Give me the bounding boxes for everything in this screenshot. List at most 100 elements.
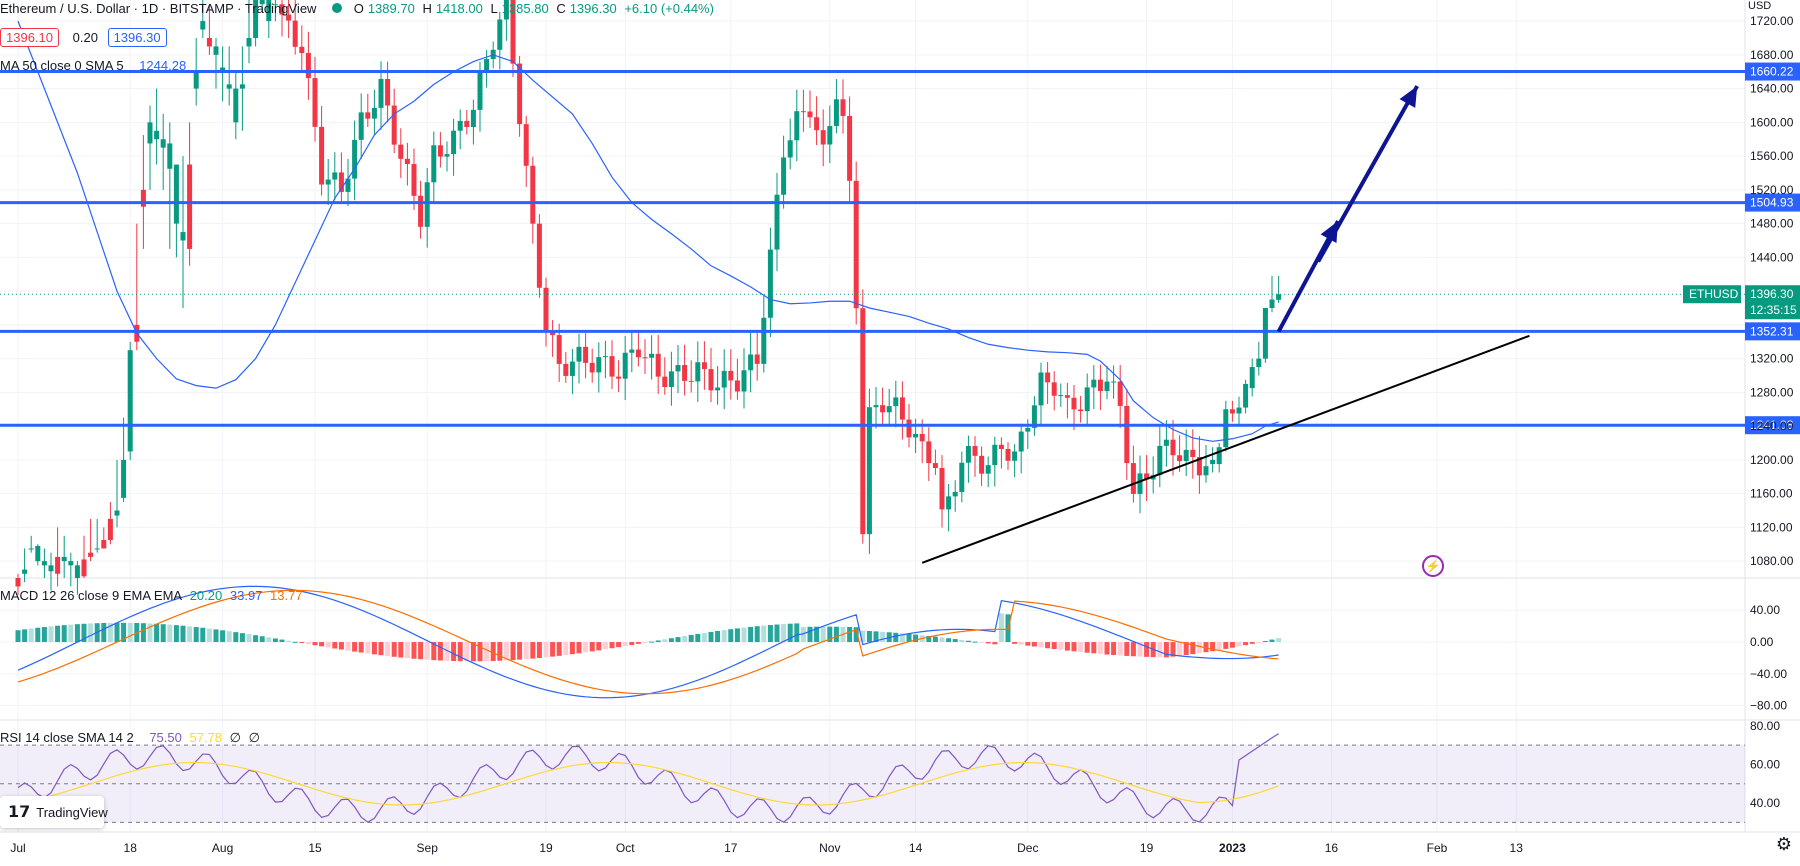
candle-body [1018, 431, 1024, 452]
candle-body [477, 71, 483, 110]
candle-body [233, 88, 239, 123]
candle-body [1223, 409, 1229, 448]
candle-body [629, 349, 635, 353]
candle-body [761, 317, 767, 364]
macd-histogram-bar [873, 631, 879, 643]
macd-histogram-bar [523, 642, 529, 660]
macd-histogram-bar [985, 642, 991, 644]
candle-body [794, 111, 800, 141]
macd-histogram-bar [675, 637, 681, 643]
candle-body [338, 172, 344, 192]
candle-body [1249, 367, 1255, 389]
rsi-label: RSI 14 close SMA 14 2 [0, 730, 134, 745]
ohlc-open: 1389.70 [367, 1, 415, 16]
settings-gear-icon[interactable]: ⚙ [1775, 834, 1792, 854]
ma-legend[interactable]: MA 50 close 0 SMA 5 1244.28 [0, 58, 190, 73]
macd-histogram-bar [299, 642, 305, 644]
macd-histogram-bar [893, 632, 899, 643]
candle-body [200, 21, 206, 30]
time-tick-label: Aug [212, 841, 233, 855]
macd-legend[interactable]: MACD 12 26 close 9 EMA EMA 20.20 33.97 1… [0, 588, 307, 603]
macd-histogram-bar [1203, 642, 1209, 653]
candle-body [1229, 409, 1235, 414]
macd-histogram-bar [180, 625, 186, 643]
price-tick-label: 1080.00 [1750, 554, 1794, 568]
macd-histogram-bar [1249, 642, 1255, 644]
level-price-label: 1352.31 [1750, 324, 1794, 338]
candle-body [497, 19, 503, 50]
candle-body [1084, 387, 1090, 412]
candle-body [569, 361, 575, 376]
macd-histogram-bar [444, 642, 450, 661]
candle-body [101, 540, 107, 549]
rsi-tick-label: 40.00 [1750, 796, 1780, 810]
candle-body [55, 556, 61, 574]
macd-histogram-bar [530, 642, 536, 659]
candle-body [668, 371, 674, 388]
event-bolt-icon[interactable]: ⚡ [1422, 555, 1444, 577]
macd-histogram-bar [503, 642, 509, 661]
candle-body [1045, 372, 1051, 383]
macd-histogram-bar [1223, 642, 1229, 649]
macd-histogram-bar [239, 633, 245, 643]
candle-body [332, 172, 338, 180]
candle-body [833, 99, 839, 126]
rsi-empty-2: ∅ [248, 730, 260, 745]
macd-histogram-bar [325, 642, 331, 648]
macd-histogram-bar [35, 627, 41, 643]
currency-label[interactable]: USD [1748, 0, 1772, 12]
candle-body [365, 112, 371, 119]
macd-histogram-bar [200, 627, 206, 643]
macd-histogram-bar [906, 633, 912, 643]
candle-body [860, 308, 866, 535]
sell-price-button[interactable]: 1396.10 [0, 28, 59, 47]
macd-histogram-bar [767, 625, 773, 643]
macd-histogram-bar [998, 613, 1004, 643]
candle-body [292, 20, 298, 47]
macd-histogram-bar [847, 627, 853, 643]
macd-histogram-bar [1144, 642, 1150, 657]
tradingview-logo[interactable]: 𝟭𝟳 TradingView [0, 796, 108, 828]
candle-body [523, 124, 529, 166]
candle-body [286, 14, 292, 21]
macd-histogram-bar [497, 642, 503, 661]
candle-body [239, 84, 245, 89]
ohlc-change: +6.10 (+0.44%) [624, 1, 714, 16]
macd-histogram-bar [345, 642, 351, 651]
candle-body [510, 0, 516, 64]
candle-body [464, 120, 470, 128]
macd-histogram-bar [1071, 642, 1077, 652]
macd-histogram-bar [173, 625, 179, 643]
candle-body [589, 362, 595, 373]
candle-body [305, 53, 311, 79]
candle-body [299, 46, 305, 54]
candle-body [1137, 473, 1143, 494]
macd-histogram-bar [543, 642, 549, 658]
macd-histogram-bar [140, 623, 146, 643]
candle-body [180, 232, 186, 241]
macd-histogram-bar [734, 628, 740, 643]
candle-body [853, 180, 859, 309]
candle-body [556, 335, 562, 364]
candle-body [470, 109, 476, 128]
candle-body [662, 376, 668, 388]
rsi-legend[interactable]: RSI 14 close SMA 14 2 75.50 57.78 ∅ ∅ [0, 730, 264, 746]
buy-price-button[interactable]: 1396.30 [107, 28, 167, 47]
level-price-label: 1660.22 [1750, 65, 1794, 79]
price-tick-label: 1640.00 [1750, 82, 1794, 96]
time-tick-label: Jul [10, 841, 25, 855]
price-tick-label: 1200.00 [1750, 453, 1794, 467]
macd-signal-line [17, 589, 1279, 695]
macd-histogram-bar [609, 642, 615, 649]
candle-body [530, 165, 536, 224]
macd-histogram-bar [754, 626, 760, 643]
macd-histogram-bar [81, 623, 87, 643]
macd-histogram-bar [1157, 642, 1163, 658]
macd-histogram-bar [800, 626, 806, 643]
up-arrow-2-head [1399, 86, 1418, 108]
time-tick-label: 14 [909, 841, 923, 855]
macd-histogram-bar [226, 631, 232, 643]
candle-body [206, 37, 212, 47]
